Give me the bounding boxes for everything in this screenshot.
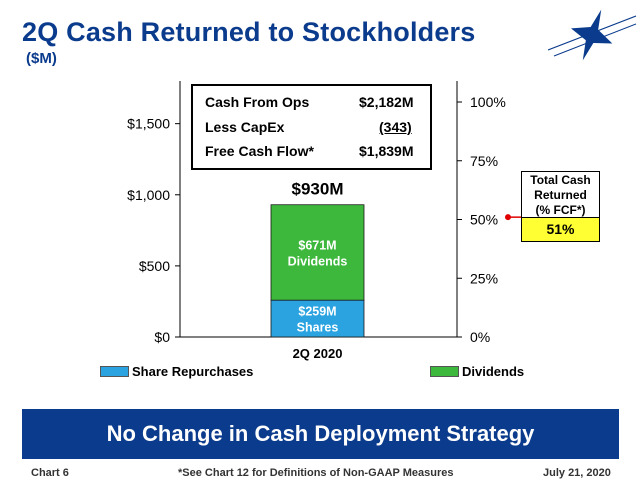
bar-dividends — [270, 204, 365, 301]
share-repurchases-data-label: $259M — [298, 305, 336, 319]
free-cash-flow-label: Free Cash Flow* — [205, 143, 314, 159]
share-repurchases-data-label: Shares — [297, 321, 339, 335]
total-cash-returned-value: 51% — [521, 217, 600, 242]
left-axis-tick-label: $500 — [139, 258, 170, 274]
dividends-swatch — [430, 366, 459, 377]
left-axis-tick-label: $1,500 — [127, 116, 170, 132]
strategy-banner: No Change in Cash Deployment Strategy — [22, 409, 619, 459]
company-logo — [548, 9, 637, 61]
cash-from-ops-label: Cash From Ops — [205, 94, 310, 110]
legend-share-repurchases-label: Share Repurchases — [132, 364, 254, 379]
total-cash-returned-title: Total Cash Returned (% FCF*) — [521, 171, 600, 217]
right-axis-tick-label: 100% — [470, 94, 506, 110]
slide-subtitle: ($M) — [26, 50, 57, 67]
legend-dividends-label: Dividends — [462, 364, 525, 379]
left-axis-tick-label: $0 — [154, 329, 170, 345]
fcf-percent-marker-dot — [505, 214, 511, 221]
x-axis-category-label: 2Q 2020 — [293, 346, 343, 361]
footer-note: *See Chart 12 for Definitions of Non-GAA… — [178, 467, 454, 479]
share-repurchases-swatch — [100, 366, 129, 377]
slide-title: 2Q Cash Returned to Stockholders — [22, 17, 476, 47]
capex-label: Less CapEx — [205, 119, 285, 135]
cash-flow-box: Cash From Ops $2,182M Less CapEx (343) F… — [191, 84, 432, 170]
bar-total-label: $930M — [292, 180, 344, 199]
left-axis-tick-label: $1,000 — [127, 187, 170, 203]
cash-from-ops-value: $2,182M — [359, 94, 414, 110]
free-cash-flow-value: $1,839M — [359, 143, 414, 159]
dividends-data-label: Dividends — [288, 254, 348, 268]
capex-value: (343) — [379, 119, 412, 135]
dividends-data-label: $671M — [298, 238, 336, 252]
right-axis-tick-label: 75% — [470, 153, 498, 169]
footer-date: July 21, 2020 — [543, 467, 611, 479]
right-axis-tick-label: 25% — [470, 270, 498, 286]
right-axis-tick-label: 50% — [470, 212, 498, 228]
footer-chart-number: Chart 6 — [31, 467, 69, 479]
legend-share-repurchases: Share Repurchases — [100, 364, 253, 379]
legend-dividends: Dividends — [430, 364, 524, 379]
right-axis-tick-label: 0% — [470, 329, 490, 345]
